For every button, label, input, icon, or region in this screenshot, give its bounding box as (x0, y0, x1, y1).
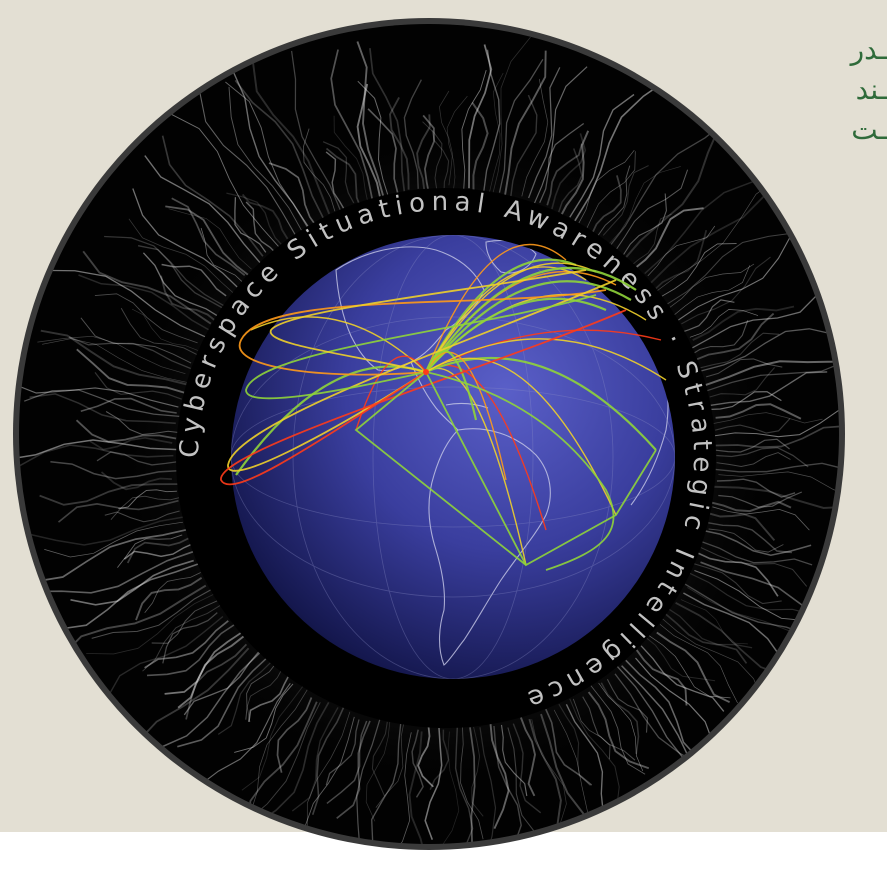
south-america-outline (428, 428, 551, 666)
network-arc-loop (245, 294, 597, 400)
network-arc (425, 297, 607, 373)
side-text-line-1: ـدر (850, 33, 887, 66)
network-arc (424, 349, 478, 421)
network-arc (425, 262, 597, 373)
network-arc (425, 280, 632, 373)
network-arc-loop (425, 371, 615, 571)
side-text-block: ـدر ـند ـت (827, 30, 887, 150)
network-arc (425, 266, 637, 373)
network-arc-loop (227, 279, 617, 472)
network-arc (425, 266, 587, 373)
network-arc-loop (220, 309, 627, 486)
network-arc (425, 243, 567, 373)
network-arc (425, 338, 667, 381)
network-arc (250, 316, 427, 373)
globe-icon (231, 235, 675, 679)
network-arc (425, 367, 527, 566)
network-arc (425, 357, 617, 516)
network-arc-loop (270, 269, 587, 373)
network-arc-loop (354, 371, 527, 566)
north-america-outline (335, 246, 485, 372)
emblem-graphic: Cyberspace Situational Awareness · Strat… (13, 18, 845, 850)
network-arc (425, 351, 507, 481)
emblem-logo: Cyberspace Situational Awareness · Strat… (6, 10, 864, 870)
network-arc-loop (425, 371, 657, 567)
side-text-line-3: ـت (851, 113, 887, 146)
network-arc-loop (238, 289, 607, 376)
network-hub (423, 369, 429, 375)
network-arcs (220, 243, 667, 571)
side-text-line-2: ـند (855, 73, 887, 106)
network-arc (425, 356, 657, 451)
caribbean-outline (445, 403, 489, 409)
